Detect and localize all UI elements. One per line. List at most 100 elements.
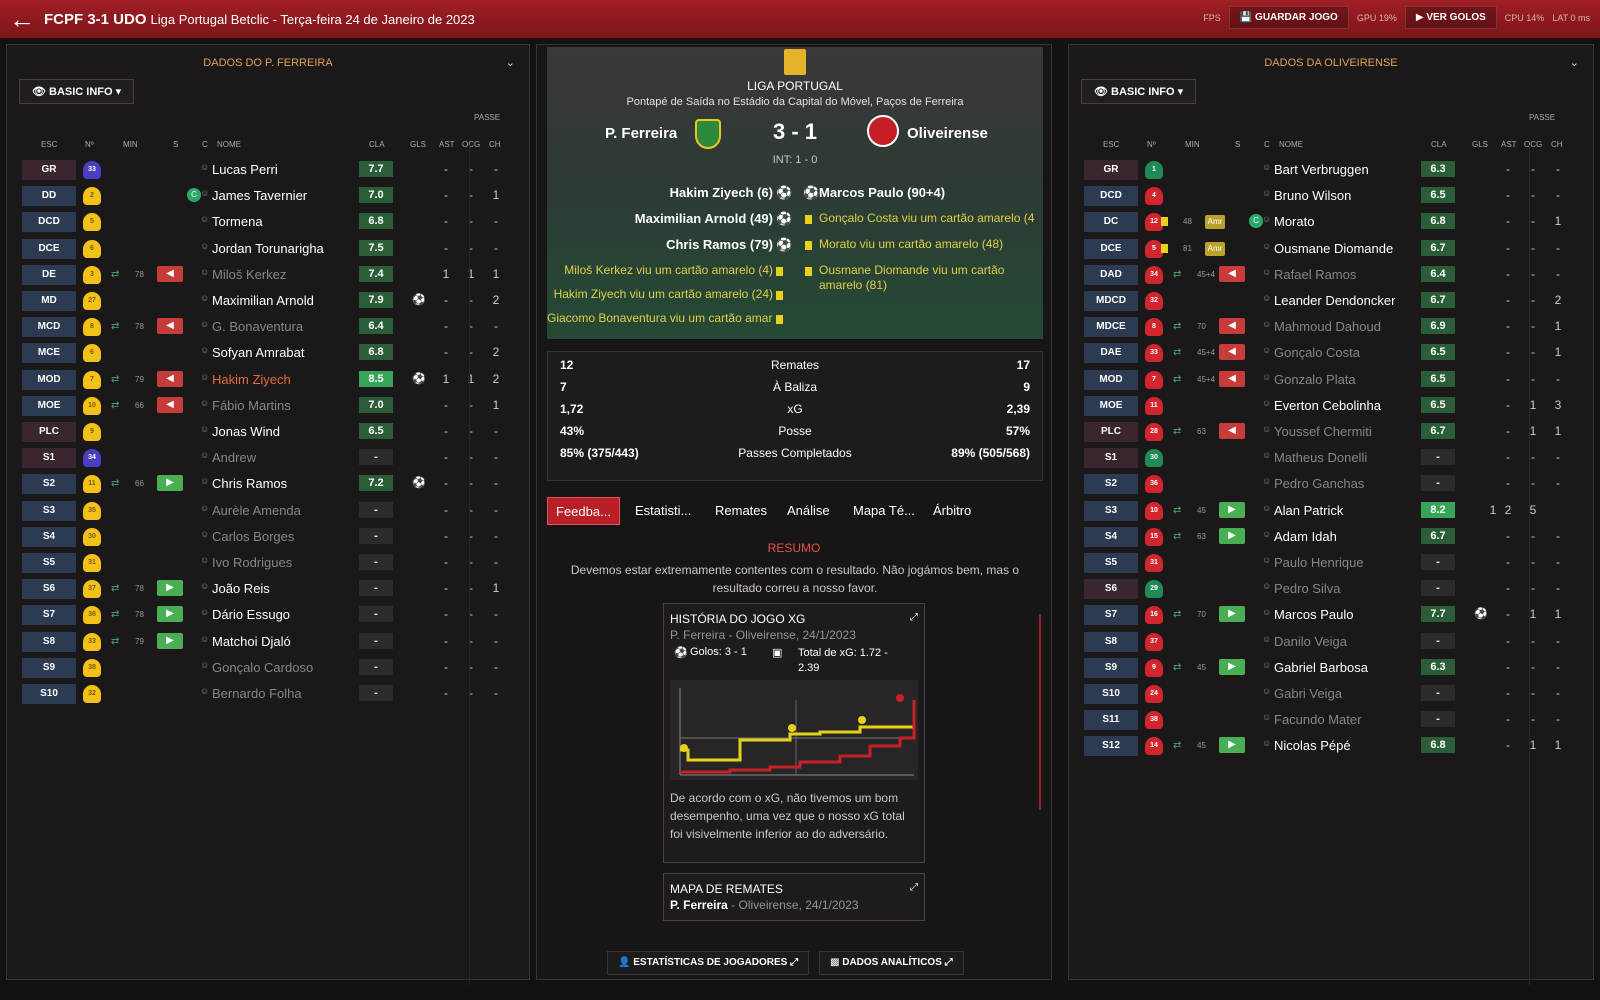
player-row[interactable]: S6 29 ☺ Pedro Silva - - - - xyxy=(1069,576,1593,602)
xg-chart xyxy=(670,680,918,780)
position-badge: S6 xyxy=(1084,579,1138,600)
player-row[interactable]: S1 34 ☺ Andrew - - - - xyxy=(7,445,529,471)
player-row[interactable]: S4 15 ⇄ 63 ▶ ☺ Adam Idah 6.7 - - - xyxy=(1069,524,1593,550)
player-row[interactable]: MOE 11 ☺ Everton Cebolinha 6.5 - 1 3 xyxy=(1069,393,1593,419)
player-stats-button[interactable]: 👤 ESTATÍSTICAS DE JOGADORES ⤢ xyxy=(607,951,810,975)
tab-5[interactable]: Árbitro xyxy=(933,503,972,518)
player-row[interactable]: PLC 28 ⇄ 63 ◀ ☺ Youssef Chermiti 6.7 - 1 1 xyxy=(1069,419,1593,445)
player-row[interactable]: MCD 8 ⇄ 78 ◀ ☺ G. Bonaventura 6.4 - - - xyxy=(7,314,529,340)
key-passes-stat: - xyxy=(494,659,498,674)
sub-minute: 45 xyxy=(1197,505,1206,515)
shot-map-card[interactable]: MAPA DE REMATES ⤢ P. Ferreira - Oliveire… xyxy=(663,873,925,921)
save-game-button[interactable]: 💾 GUARDAR JOGO xyxy=(1228,6,1349,29)
tab-0[interactable]: Feedba... xyxy=(547,497,620,525)
player-row[interactable]: S1 30 ☺ Matheus Donelli - - - - xyxy=(1069,445,1593,471)
player-name: Mahmoud Dahoud xyxy=(1274,319,1381,335)
player-row[interactable]: MD 27 ☺ Maximilian Arnold 7.9 ⚽ - - 2 xyxy=(7,288,529,314)
expand-icon[interactable]: ⤢ xyxy=(910,882,918,893)
player-row[interactable]: S7 36 ⇄ 78 ▶ ☺ Dário Essugo - - - - xyxy=(7,602,529,628)
player-row[interactable]: S10 24 ☺ Gabri Veiga - - - - xyxy=(1069,681,1593,707)
player-row[interactable]: S5 31 ☺ Paulo Henrique - - - - xyxy=(1069,550,1593,576)
player-row[interactable]: MDCE 8 ⇄ 70 ◀ ☺ Mahmoud Dahoud 6.9 - - 1 xyxy=(1069,314,1593,340)
player-profile-icon: ☺ xyxy=(1262,424,1272,434)
player-row[interactable]: MCE 6 ☺ Sofyan Amrabat 6.8 - - 2 xyxy=(7,340,529,366)
chances-stat: - xyxy=(469,555,473,569)
player-row[interactable]: S8 33 ⇄ 79 ▶ ☺ Matchoi Djaló - - - - xyxy=(7,629,529,655)
player-row[interactable]: S2 11 ⇄ 66 ▶ ☺ Chris Ramos 7.2 ⚽ - - - xyxy=(7,471,529,497)
player-row[interactable]: S2 36 ☺ Pedro Ganchas - - - - xyxy=(1069,471,1593,497)
sub-in-icon: ▶ xyxy=(157,475,183,492)
player-profile-icon: ☺ xyxy=(200,319,210,330)
player-rating: - xyxy=(1421,475,1455,492)
chances-stat: - xyxy=(1531,188,1535,203)
player-row[interactable]: DAE 33 ⇄ 45+4 ◀ ☺ Gonçalo Costa 6.5 - - 1 xyxy=(1069,340,1593,366)
tab-2[interactable]: Remates xyxy=(715,503,768,518)
chances-stat: - xyxy=(469,319,473,334)
player-row[interactable]: S11 38 ☺ Facundo Mater - - - - xyxy=(1069,707,1593,733)
player-row[interactable]: DCD 5 ☺ Tormena 6.8 - - - xyxy=(7,209,529,235)
col-ast: AST xyxy=(439,140,455,149)
shirt-number-icon: 31 xyxy=(83,554,101,572)
player-row[interactable]: GR 33 ☺ Lucas Perri 7.7 - - - xyxy=(7,157,529,183)
goal-marker xyxy=(896,694,904,702)
player-row[interactable]: DC 12 48 Amr C ☺ Morato 6.8 - - 1 xyxy=(1069,209,1593,235)
player-row[interactable]: S5 31 ☺ Ivo Rodrigues - - - - xyxy=(7,550,529,576)
player-row[interactable]: S8 37 ☺ Danilo Veiga - - - - xyxy=(1069,629,1593,655)
shirt-number-icon: 7 xyxy=(83,370,101,389)
position-badge: MOD xyxy=(22,369,76,390)
player-row[interactable]: PLC 9 ☺ Jonas Wind 6.5 - - - xyxy=(7,419,529,445)
tab-1[interactable]: Estatisti... xyxy=(635,503,692,518)
tab-bar: Feedba... Estatisti... Remates Análise Mapa … xyxy=(547,497,1043,525)
back-arrow-icon[interactable]: ← xyxy=(9,3,35,34)
basic-info-dropdown[interactable]: 👁 BASIC INFO ▾ xyxy=(1081,79,1197,104)
sub-in-icon: ▶ xyxy=(1219,606,1245,623)
player-row[interactable]: S10 32 ☺ Bernardo Folha - - - - xyxy=(7,681,529,707)
home-team-panel: DADOS DO P. FERREIRA ⌄ 👁 BASIC INFO ▾ PAS… xyxy=(6,44,530,985)
match-stats-box: 12 Remates 17 7 À Baliza 9 1,72 xG 2,39 43% Posse 5… xyxy=(547,351,1043,481)
player-name: Tormena xyxy=(212,214,263,230)
assists-stat: - xyxy=(444,345,448,360)
analytics-label: DADOS ANALÍTICOS xyxy=(842,957,942,968)
player-row[interactable]: DAD 34 ⇄ 45+4 ◀ ☺ Rafael Ramos 6.4 - - - xyxy=(1069,262,1593,288)
player-row[interactable]: DD 2 C ☺ James Tavernier 7.0 - - 1 xyxy=(7,183,529,209)
chances-stat: - xyxy=(469,188,473,203)
substitution-icon: ⇄ xyxy=(111,373,120,385)
chevron-down-icon[interactable]: ⌄ xyxy=(1569,57,1579,69)
player-row[interactable]: S9 9 ⇄ 45 ▶ ☺ Gabriel Barbosa 6.3 - - - xyxy=(1069,655,1593,681)
xg-history-card[interactable]: HISTÓRIA DO JOGO XG ⤢ P. Ferreira - Oliv… xyxy=(663,603,925,863)
player-name: Everton Cebolinha xyxy=(1274,397,1381,413)
player-row[interactable]: MOD 7 ⇄ 45+4 ◀ ☺ Gonzalo Plata 6.5 - - - xyxy=(1069,367,1593,393)
player-rating: - xyxy=(1421,554,1455,570)
player-row[interactable]: S3 35 ☺ Aurèle Amenda - - - - xyxy=(7,498,529,524)
player-row[interactable]: GR 1 ☺ Bart Verbruggen 6.3 - - - xyxy=(1069,157,1593,183)
expand-icon[interactable]: ⤢ xyxy=(910,612,918,623)
scroll-indicator[interactable] xyxy=(1039,614,1041,810)
player-row[interactable]: S6 37 ⇄ 78 ▶ ☺ João Reis - - - 1 xyxy=(7,576,529,602)
player-row[interactable]: MOE 10 ⇄ 66 ◀ ☺ Fábio Martins 7.0 - - 1 xyxy=(7,393,529,419)
player-row[interactable]: MOD 7 ⇄ 79 ◀ ☺ Hakim Ziyech 8.5 ⚽ 1 1 2 xyxy=(7,367,529,393)
chevron-down-icon[interactable]: ⌄ xyxy=(505,57,515,69)
player-row[interactable]: DE 3 ⇄ 78 ◀ ☺ Miloš Kerkez 7.4 1 1 1 xyxy=(7,262,529,288)
player-rating: 6.7 xyxy=(1421,292,1455,308)
player-row[interactable]: S3 10 ⇄ 45 ▶ ☺ Alan Patrick 8.2 1 2 5 xyxy=(1069,498,1593,524)
player-row[interactable]: S4 30 ☺ Carlos Borges - - - - xyxy=(7,524,529,550)
player-row[interactable]: S7 16 ⇄ 70 ▶ ☺ Marcos Paulo 7.7 ⚽ - 1 1 xyxy=(1069,602,1593,628)
goal-net-icon: ▣ xyxy=(772,647,783,659)
key-passes-stat: - xyxy=(1556,686,1560,700)
player-row[interactable]: S9 38 ☺ Gonçalo Cardoso - - - - xyxy=(7,655,529,681)
column-divider xyxy=(1529,145,1530,985)
player-row[interactable]: DCD 4 ☺ Bruno Wilson 6.5 - - - xyxy=(1069,183,1593,209)
view-goals-button[interactable]: ▶ VER GOLOS xyxy=(1404,6,1497,29)
position-badge: DE xyxy=(22,264,76,285)
tab-3[interactable]: Análise xyxy=(787,503,830,518)
assists-stat: - xyxy=(444,424,448,438)
player-row[interactable]: MDCD 32 ☺ Leander Dendoncker 6.7 - - 2 xyxy=(1069,288,1593,314)
basic-info-dropdown[interactable]: 👁 BASIC INFO ▾ xyxy=(19,79,135,104)
stat-away-value: 9 xyxy=(1023,380,1030,394)
tab-4[interactable]: Mapa Té... xyxy=(853,503,915,518)
player-name: Sofyan Amrabat xyxy=(212,345,305,361)
player-row[interactable]: S12 14 ⇄ 45 ▶ ☺ Nicolas Pépé 6.8 - 1 1 xyxy=(1069,733,1593,759)
player-row[interactable]: DCE 5 81 Amr ☺ Ousmane Diomande 6.7 - - - xyxy=(1069,236,1593,262)
analytics-button[interactable]: ▩ DADOS ANALÍTICOS ⤢ xyxy=(819,951,964,975)
player-row[interactable]: DCE 6 ☺ Jordan Torunarigha 7.5 - - - xyxy=(7,236,529,262)
